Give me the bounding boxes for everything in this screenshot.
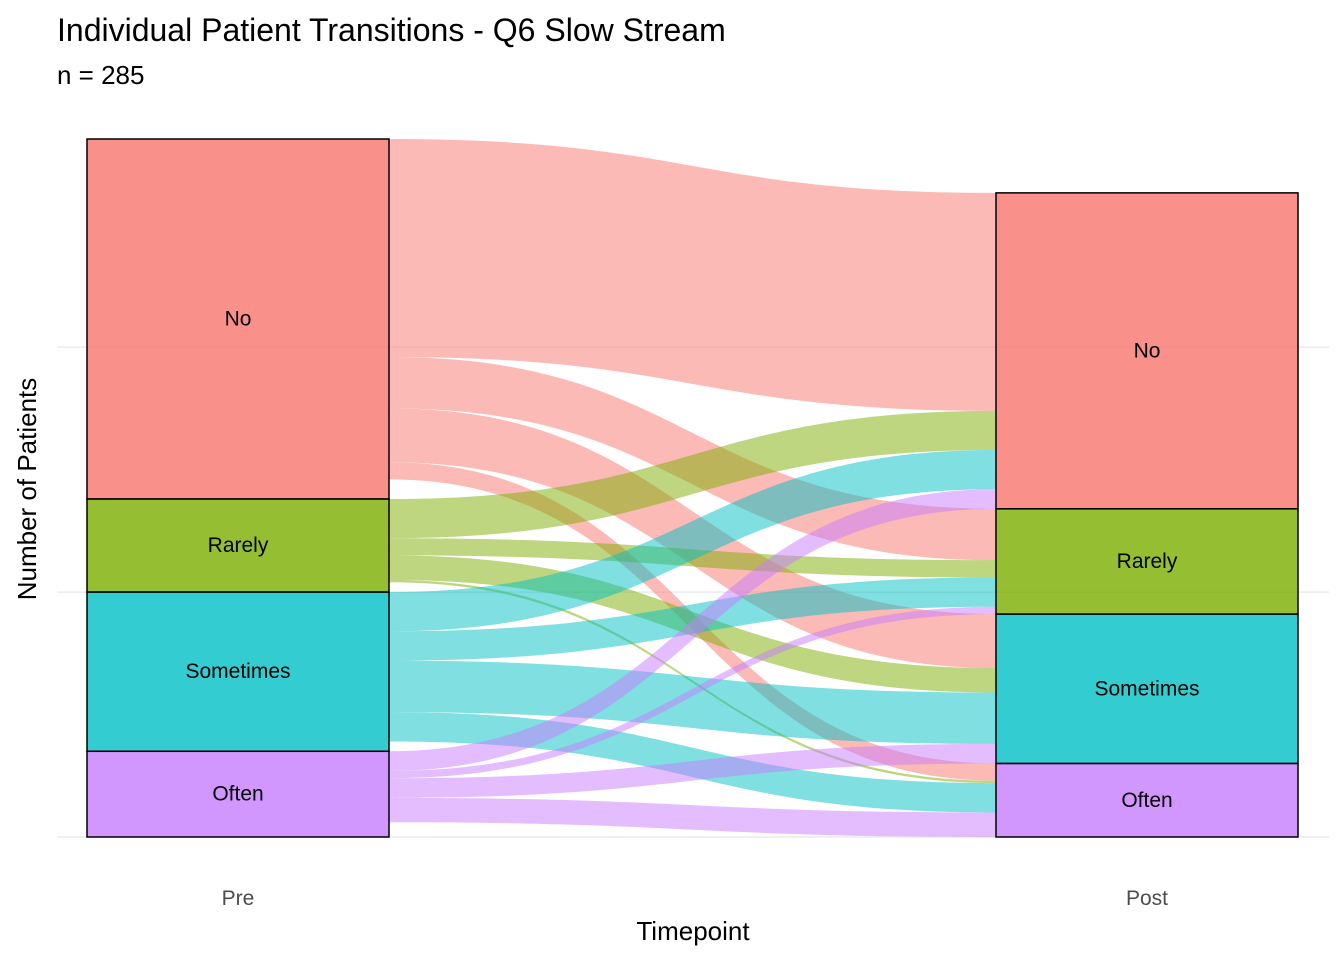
stratum-label-pre-sometimes: Sometimes — [185, 660, 290, 683]
stratum-label-pre-rarely: Rarely — [208, 534, 269, 557]
stratum-label-post-no: No — [1134, 339, 1161, 362]
stratum-pre-rarely — [86, 498, 390, 593]
flow-rarely-to-no — [389, 410, 996, 539]
flow-sometimes-to-sometimes — [389, 660, 996, 744]
stratum-label-pre-no: No — [225, 308, 252, 331]
flow-no-to-no — [389, 139, 996, 411]
stratum-pre-sometimes — [86, 591, 390, 753]
stratum-pre-often — [86, 750, 390, 838]
y-axis-title: Number of Patients — [12, 378, 42, 601]
chart-subtitle: n = 285 — [57, 60, 144, 90]
stratum-post-often — [995, 762, 1299, 838]
chart-title: Individual Patient Transitions - Q6 Slow… — [57, 12, 726, 48]
stratum-label-post-rarely: Rarely — [1117, 550, 1178, 573]
flow-often-to-sometimes — [389, 743, 996, 798]
stratum-label-post-often: Often — [1121, 789, 1172, 812]
x-tick-pre: Pre — [222, 887, 255, 910]
stratum-post-sometimes — [995, 613, 1299, 765]
flow-often-to-no — [389, 489, 996, 771]
stratum-post-rarely — [995, 508, 1299, 615]
x-tick-post: Post — [1126, 887, 1168, 910]
stratum-label-pre-often: Often — [212, 783, 263, 806]
x-axis-title: Timepoint — [636, 916, 750, 946]
stratum-label-post-sometimes: Sometimes — [1094, 677, 1199, 700]
stratum-layer — [86, 138, 1299, 838]
flow-sometimes-to-no — [389, 450, 996, 632]
stratum-post-no — [995, 192, 1299, 510]
flow-layer — [389, 139, 996, 837]
stratum-pre-no — [86, 138, 390, 500]
flow-sometimes-to-rarely — [389, 577, 996, 661]
label-layer: No Rarely Sometimes Often No Rarely Sometimes O… — [185, 308, 1199, 812]
flow-often-to-often — [389, 797, 996, 837]
flow-often-to-rarely — [389, 606, 996, 779]
